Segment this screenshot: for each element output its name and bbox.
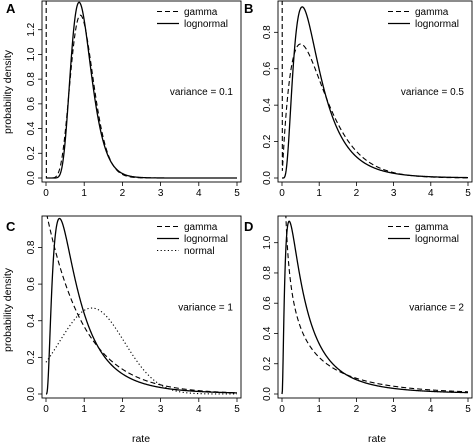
plot-frame — [41, 215, 242, 399]
panel-c: C 0 1 2 3 4 5 0.0 0.2 0.4 0.6 0.8 gammalognormalnorm… — [6, 215, 242, 415]
legend-label-gamma: gamma — [415, 222, 449, 233]
legend-label-lognormal: lognormal — [184, 19, 228, 30]
y-tick-label: 0.8 — [26, 240, 37, 254]
x-tick-label: 5 — [234, 188, 240, 199]
x-tick-label: 2 — [354, 404, 360, 415]
y-tick-label: 0.2 — [262, 134, 273, 148]
y-tick-label: 0.6 — [262, 296, 273, 310]
x-tick-label: 4 — [428, 404, 434, 415]
legend-label-gamma: gamma — [184, 7, 218, 18]
x-tick-label: 0 — [279, 188, 285, 199]
x-tick-label: 5 — [234, 404, 240, 415]
x-axis-title-left: rate — [132, 433, 150, 445]
x-tick-label: 0 — [279, 404, 285, 415]
x-tick-label: 1 — [316, 188, 322, 199]
series-line-lognormal — [46, 1, 237, 179]
variance-annotation: variance = 1 — [178, 303, 233, 314]
x-axis-title-right: rate — [368, 433, 386, 445]
legend-label-gamma: gamma — [184, 222, 218, 233]
panels-group: A0 1 2 3 4 50.00.20.40.60.81.01.2gammalognorm… — [6, 0, 473, 415]
legend-label-lognormal: lognormal — [415, 234, 459, 245]
x-tick-label: 0 — [43, 188, 49, 199]
x-tick-label: 5 — [465, 188, 471, 199]
legend-label-normal: normal — [184, 246, 215, 257]
y-axis-title-top: probability density — [2, 49, 14, 134]
x-tick-label: 3 — [158, 188, 164, 199]
plot-frame — [277, 0, 473, 183]
x-tick-label: 3 — [391, 188, 397, 199]
x-tick-label: 4 — [196, 188, 202, 199]
series-line-lognormal — [281, 220, 469, 395]
y-tick-label: 0.8 — [262, 266, 273, 280]
panel-letter: C — [6, 219, 16, 234]
y-tick-label: 0.4 — [262, 326, 273, 340]
y-tick-label: 1.0 — [262, 235, 273, 249]
series-line-lognormal — [45, 217, 238, 395]
x-tick-label: 4 — [196, 404, 202, 415]
y-tick-label: 0.4 — [26, 313, 37, 327]
y-tick-label: 0.0 — [262, 171, 273, 185]
variance-annotation: variance = 0.1 — [170, 87, 234, 98]
legend-label-lognormal: lognormal — [184, 234, 228, 245]
series-line-gamma — [285, 216, 469, 393]
series-line-gamma — [281, 1, 468, 179]
legend-label-gamma: gamma — [415, 7, 449, 18]
variance-annotation: variance = 2 — [409, 303, 464, 314]
series-line-gamma — [46, 216, 238, 394]
y-tick-label: 0.4 — [26, 121, 37, 135]
x-tick-label: 1 — [81, 404, 87, 415]
plot-frame — [277, 215, 473, 399]
y-tick-label: 1.0 — [26, 47, 37, 61]
y-tick-label: 0.2 — [26, 146, 37, 160]
x-tick-label: 3 — [158, 404, 164, 415]
legend-label-lognormal: lognormal — [415, 19, 459, 30]
y-tick-label: 0.2 — [262, 356, 273, 370]
x-tick-label: 2 — [120, 404, 126, 415]
y-tick-label: 0.0 — [26, 387, 37, 401]
y-tick-label: 0.0 — [262, 387, 273, 401]
panel-letter: B — [244, 1, 253, 16]
plot-frame — [41, 0, 242, 183]
x-tick-label: 2 — [354, 188, 360, 199]
x-tick-label: 5 — [465, 404, 471, 415]
variance-annotation: variance = 0.5 — [401, 87, 465, 98]
y-tick-label: 1.2 — [26, 22, 37, 36]
y-tick-label: 0.8 — [26, 72, 37, 86]
x-tick-label: 3 — [391, 404, 397, 415]
y-tick-label: 0.6 — [262, 61, 273, 75]
panel-letter: A — [6, 1, 16, 16]
series-line-lognormal — [282, 6, 468, 179]
x-tick-label: 1 — [81, 188, 87, 199]
y-axis-title-bottom: probability density — [2, 267, 14, 352]
x-tick-label: 1 — [316, 404, 322, 415]
y-tick-label: 0.6 — [26, 277, 37, 291]
y-tick-label: 0.8 — [262, 25, 273, 39]
x-tick-label: 0 — [43, 404, 49, 415]
panel-letter: D — [244, 219, 253, 234]
x-tick-label: 2 — [120, 188, 126, 199]
y-tick-label: 0.6 — [26, 96, 37, 110]
panel-a: A 0 1 2 3 4 5 0.0 0.2 0.4 0.6 0.8 1.0 1.2 gammalognorm… — [6, 0, 242, 199]
y-tick-label: 0.2 — [26, 350, 37, 364]
x-tick-label: 4 — [428, 188, 434, 199]
y-tick-label: 0.4 — [262, 98, 273, 112]
y-tick-label: 0.0 — [26, 171, 37, 185]
series-line-normal — [45, 307, 237, 395]
